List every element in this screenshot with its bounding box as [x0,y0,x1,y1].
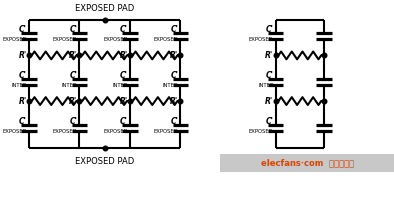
Text: EXPOSED: EXPOSED [103,129,128,134]
Text: C': C' [69,25,77,34]
Text: R': R' [69,97,77,106]
Text: R': R' [69,51,77,60]
Text: INTER: INTER [112,83,128,88]
Text: INTER: INTER [11,83,27,88]
Text: C': C' [120,25,128,34]
Text: INTER: INTER [62,83,77,88]
Text: R': R' [170,97,178,106]
Text: R': R' [120,51,128,60]
Text: C': C' [120,71,128,80]
Text: EXPOSED: EXPOSED [53,37,77,42]
Text: EXPOSED PAD: EXPOSED PAD [75,157,134,166]
Text: EXPOSED: EXPOSED [249,37,273,42]
Text: C': C' [120,117,128,126]
Text: R': R' [170,51,178,60]
Text: EXPOSED PAD: EXPOSED PAD [75,4,134,13]
Text: elecfans·com  电子发烧友: elecfans·com 电子发烧友 [261,159,354,168]
Text: C': C' [266,25,273,34]
Text: EXPOSED: EXPOSED [2,37,27,42]
Text: EXPOSED: EXPOSED [2,129,27,134]
Text: C': C' [170,71,178,80]
Text: INTER: INTER [163,83,178,88]
Text: C': C' [19,25,27,34]
Text: C': C' [266,117,273,126]
Text: C': C' [170,117,178,126]
Text: R': R' [19,51,27,60]
Text: EXPOSED: EXPOSED [154,129,178,134]
Text: C': C' [19,71,27,80]
Bar [220,155,394,172]
Text: EXPOSED: EXPOSED [249,129,273,134]
Text: C': C' [19,117,27,126]
Text: R': R' [19,97,27,106]
Text: R': R' [265,51,273,60]
Text: R': R' [120,97,128,106]
Text: R': R' [265,97,273,106]
Text: EXPOSED: EXPOSED [103,37,128,42]
Text: EXPOSED: EXPOSED [53,129,77,134]
Text: C': C' [266,71,273,80]
Text: C': C' [69,117,77,126]
Text: C': C' [69,71,77,80]
Text: EXPOSED: EXPOSED [154,37,178,42]
Text: C': C' [170,25,178,34]
Text: INTER: INTER [258,83,273,88]
